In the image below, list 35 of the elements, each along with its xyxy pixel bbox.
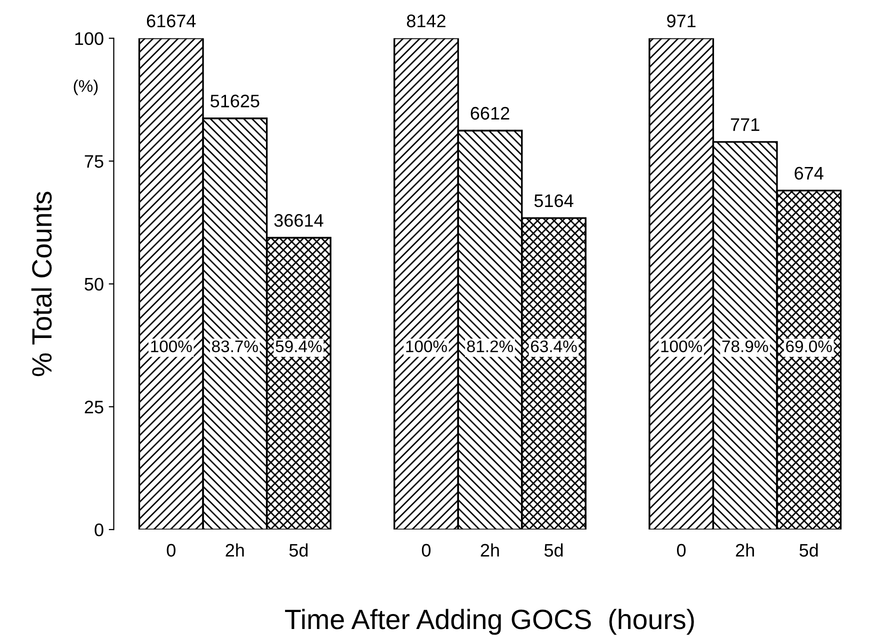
data-label: 59.4%	[276, 340, 322, 352]
text: 8142	[406, 14, 446, 28]
x-tick-label: 2h	[226, 543, 244, 557]
data-label: 78.9%	[722, 340, 768, 352]
data-label: 81.2%	[467, 340, 514, 352]
text: (%)	[74, 80, 98, 96]
data-label: 83.7%	[212, 340, 258, 352]
x-tick-label: 5d	[289, 543, 308, 557]
x-tick-label: 0	[677, 544, 686, 557]
y-tick-label: 25	[84, 400, 104, 414]
y-tick-label: 75	[84, 155, 104, 168]
x-axis-title: Time After Adding GOCS (hours)	[285, 608, 694, 635]
y-tick-label: 100	[75, 32, 104, 45]
data-label: 100%	[151, 340, 192, 352]
x-tick-label: 5d	[800, 543, 818, 557]
text: 61674	[146, 14, 196, 28]
x-tick-label: 5d	[544, 543, 563, 557]
x-tick-label: 2h	[736, 543, 754, 557]
x-tick-label: 0	[166, 544, 176, 557]
data-label: 100%	[406, 340, 447, 352]
annotation: 6612	[470, 106, 510, 120]
annotation: 674	[794, 166, 824, 180]
y-tick-label: 0	[94, 523, 104, 536]
x-tick-label: 0	[422, 544, 431, 557]
data-label: 69.0%	[786, 340, 832, 352]
annotation: 36614	[274, 214, 324, 227]
data-label: 100%	[661, 340, 702, 352]
annotation: 51625	[210, 94, 260, 108]
x-tick-label: 2h	[480, 543, 499, 557]
text: 971	[667, 14, 696, 28]
y-tick-label: 50	[84, 278, 104, 291]
data-label: 63.4%	[530, 340, 577, 352]
annotation: 771	[730, 118, 760, 131]
annotation: 5164	[534, 194, 574, 208]
y-axis-title: % Total Counts	[31, 192, 52, 376]
